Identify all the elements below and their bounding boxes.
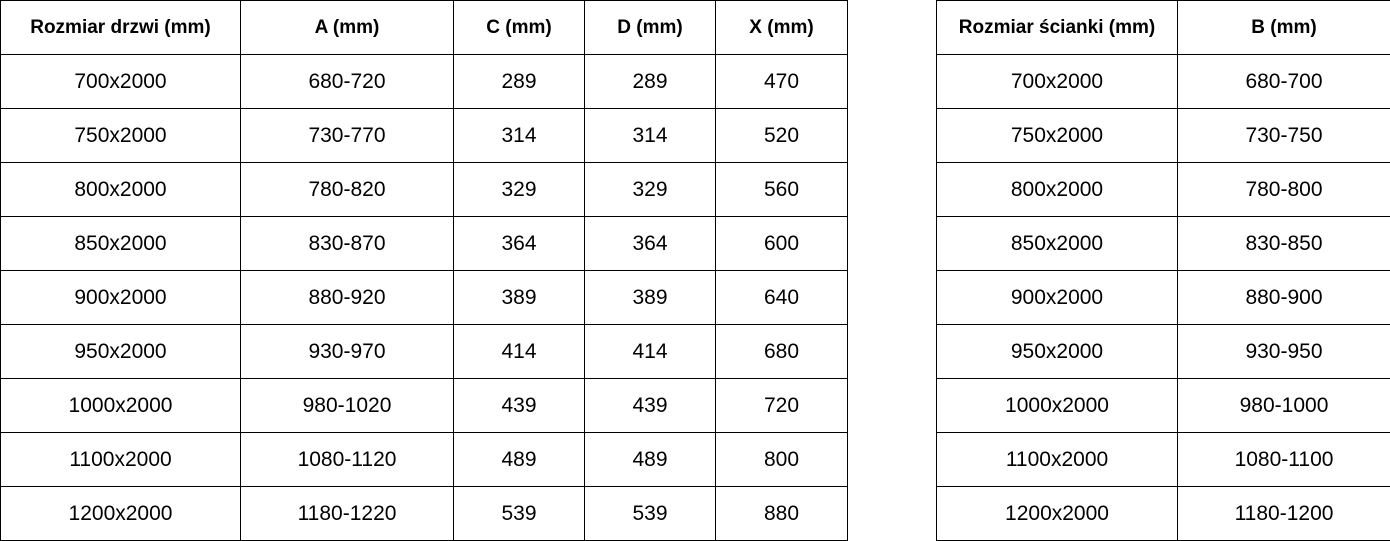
table-row: 1200x2000 1180-1200 xyxy=(936,486,1390,541)
table-cell: 539 xyxy=(584,486,716,541)
table-row: 1200x2000 1180-1220 539 539 880 xyxy=(0,486,848,541)
column-header: C (mm) xyxy=(453,0,585,55)
column-header: A (mm) xyxy=(240,0,454,55)
column-header: X (mm) xyxy=(715,0,848,55)
table-cell: 1180-1200 xyxy=(1177,486,1390,541)
table-row: 900x2000 880-920 389 389 640 xyxy=(0,270,848,325)
table-cell: 489 xyxy=(453,432,585,487)
table-cell: 880-900 xyxy=(1177,270,1390,325)
table-cell: 1100x2000 xyxy=(0,432,241,487)
table-cell: 950x2000 xyxy=(936,324,1178,379)
table-cell: 389 xyxy=(584,270,716,325)
table-cell: 900x2000 xyxy=(0,270,241,325)
table-row: 800x2000 780-800 xyxy=(936,162,1390,217)
column-header: Rozmiar ścianki (mm) xyxy=(936,0,1178,55)
table-cell: 830-850 xyxy=(1177,216,1390,271)
table-row: 850x2000 830-870 364 364 600 xyxy=(0,216,848,271)
table-cell: 1080-1100 xyxy=(1177,432,1390,487)
table-row: 900x2000 880-900 xyxy=(936,270,1390,325)
header-row: Rozmiar drzwi (mm) A (mm) C (mm) D (mm) X (m… xyxy=(0,0,848,55)
table-row: 750x2000 730-750 xyxy=(936,108,1390,163)
table-cell: 680 xyxy=(715,324,848,379)
table-cell: 850x2000 xyxy=(0,216,241,271)
table-cell: 414 xyxy=(584,324,716,379)
table-cell: 930-950 xyxy=(1177,324,1390,379)
column-header: B (mm) xyxy=(1177,0,1390,55)
table-cell: 780-800 xyxy=(1177,162,1390,217)
table-row: 1000x2000 980-1020 439 439 720 xyxy=(0,378,848,433)
table-cell: 950x2000 xyxy=(0,324,241,379)
table-cell: 489 xyxy=(584,432,716,487)
table-row: 950x2000 930-950 xyxy=(936,324,1390,379)
table-cell: 414 xyxy=(453,324,585,379)
table-row: 950x2000 930-970 414 414 680 xyxy=(0,324,848,379)
table-cell: 750x2000 xyxy=(0,108,241,163)
table-row: 1100x2000 1080-1100 xyxy=(936,432,1390,487)
table-cell: 750x2000 xyxy=(936,108,1178,163)
table-cell: 700x2000 xyxy=(936,54,1178,109)
table-cell: 930-970 xyxy=(240,324,454,379)
table-cell: 539 xyxy=(453,486,585,541)
table-cell: 780-820 xyxy=(240,162,454,217)
wall-size-table: Rozmiar ścianki (mm) B (mm) 700x2000 680-7… xyxy=(936,0,1390,541)
column-header: Rozmiar drzwi (mm) xyxy=(0,0,241,55)
table-cell: 329 xyxy=(453,162,585,217)
table-cell: 439 xyxy=(453,378,585,433)
table-row: 1000x2000 980-1000 xyxy=(936,378,1390,433)
table-cell: 314 xyxy=(453,108,585,163)
table-cell: 1100x2000 xyxy=(936,432,1178,487)
table-cell: 700x2000 xyxy=(0,54,241,109)
table-cell: 850x2000 xyxy=(936,216,1178,271)
table-cell: 314 xyxy=(584,108,716,163)
table-cell: 389 xyxy=(453,270,585,325)
door-size-table: Rozmiar drzwi (mm) A (mm) C (mm) D (mm) X (m… xyxy=(0,0,848,541)
table-cell: 680-700 xyxy=(1177,54,1390,109)
table-cell: 1000x2000 xyxy=(0,378,241,433)
table-cell: 1200x2000 xyxy=(936,486,1178,541)
table-cell: 1200x2000 xyxy=(0,486,241,541)
table-cell: 800 xyxy=(715,432,848,487)
table-cell: 880-920 xyxy=(240,270,454,325)
table-row: 700x2000 680-700 xyxy=(936,54,1390,109)
table-cell: 830-870 xyxy=(240,216,454,271)
table-row: 850x2000 830-850 xyxy=(936,216,1390,271)
table-cell: 520 xyxy=(715,108,848,163)
table-cell: 900x2000 xyxy=(936,270,1178,325)
table-cell: 289 xyxy=(453,54,585,109)
table-row: 1100x2000 1080-1120 489 489 800 xyxy=(0,432,848,487)
table-cell: 730-770 xyxy=(240,108,454,163)
table-row: 700x2000 680-720 289 289 470 xyxy=(0,54,848,109)
table-cell: 1180-1220 xyxy=(240,486,454,541)
table-cell: 800x2000 xyxy=(0,162,241,217)
table-cell: 364 xyxy=(453,216,585,271)
table-cell: 680-720 xyxy=(240,54,454,109)
table-cell: 980-1020 xyxy=(240,378,454,433)
table-cell: 439 xyxy=(584,378,716,433)
table-cell: 560 xyxy=(715,162,848,217)
table-cell: 980-1000 xyxy=(1177,378,1390,433)
table-cell: 730-750 xyxy=(1177,108,1390,163)
table-cell: 1000x2000 xyxy=(936,378,1178,433)
table-cell: 289 xyxy=(584,54,716,109)
table-cell: 720 xyxy=(715,378,848,433)
table-cell: 640 xyxy=(715,270,848,325)
table-cell: 470 xyxy=(715,54,848,109)
column-header: D (mm) xyxy=(584,0,716,55)
table-cell: 364 xyxy=(584,216,716,271)
table-cell: 880 xyxy=(715,486,848,541)
table-cell: 329 xyxy=(584,162,716,217)
header-row: Rozmiar ścianki (mm) B (mm) xyxy=(936,0,1390,55)
table-cell: 1080-1120 xyxy=(240,432,454,487)
table-cell: 800x2000 xyxy=(936,162,1178,217)
table-row: 750x2000 730-770 314 314 520 xyxy=(0,108,848,163)
table-cell: 600 xyxy=(715,216,848,271)
table-row: 800x2000 780-820 329 329 560 xyxy=(0,162,848,217)
